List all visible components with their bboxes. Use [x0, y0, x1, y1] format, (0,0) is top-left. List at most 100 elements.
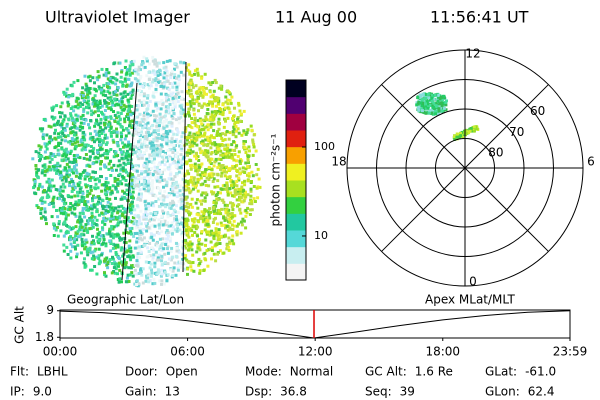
- image-pixel: [104, 180, 108, 184]
- image-pixel: [206, 223, 209, 227]
- image-pixel: [236, 116, 240, 119]
- image-pixel: [65, 162, 69, 166]
- image-pixel: [244, 151, 248, 154]
- image-pixel: [38, 147, 42, 151]
- aurora-pixel: [417, 108, 421, 112]
- image-pixel: [104, 156, 108, 160]
- image-pixel: [123, 117, 127, 121]
- image-pixel: [71, 187, 75, 191]
- image-pixel: [112, 266, 116, 270]
- image-pixel: [90, 211, 94, 215]
- image-pixel: [76, 182, 80, 186]
- image-pixel: [76, 194, 80, 198]
- image-pixel: [94, 247, 98, 251]
- image-pixel: [160, 282, 163, 286]
- image-pixel: [88, 179, 92, 182]
- image-pixel: [178, 144, 182, 148]
- image-pixel: [147, 250, 151, 253]
- image-pixel: [75, 163, 78, 167]
- image-pixel: [217, 147, 221, 151]
- image-pixel: [219, 191, 222, 195]
- image-pixel: [84, 246, 88, 249]
- image-pixel: [247, 172, 251, 176]
- image-pixel: [175, 133, 179, 137]
- image-pixel: [164, 241, 168, 245]
- image-pixel: [160, 81, 164, 85]
- image-pixel: [107, 82, 111, 86]
- image-pixel: [193, 154, 197, 158]
- image-pixel: [139, 74, 143, 78]
- image-pixel: [225, 247, 229, 251]
- colorbar-frame: [285, 79, 307, 281]
- image-pixel: [104, 71, 108, 75]
- image-pixel: [101, 226, 104, 230]
- image-pixel: [143, 243, 147, 247]
- image-pixel: [101, 204, 104, 208]
- image-pixel: [209, 247, 212, 251]
- image-pixel: [75, 136, 79, 140]
- image-pixel: [214, 259, 218, 263]
- image-pixel: [111, 103, 115, 107]
- image-pixel: [138, 85, 142, 89]
- image-pixel: [98, 148, 102, 152]
- image-pixel: [133, 246, 137, 250]
- aurora-pixel: [470, 129, 474, 133]
- image-pixel: [152, 133, 156, 137]
- image-pixel: [88, 246, 92, 250]
- image-pixel: [127, 280, 131, 283]
- image-pixel: [36, 176, 40, 180]
- image-pixel: [86, 253, 90, 257]
- image-pixel: [232, 224, 236, 228]
- image-pixel: [188, 72, 192, 76]
- image-pixel: [102, 259, 106, 263]
- image-pixel: [222, 166, 225, 170]
- image-pixel: [137, 174, 141, 177]
- image-pixel: [217, 133, 221, 137]
- image-pixel: [202, 92, 206, 96]
- image-pixel: [188, 79, 192, 83]
- image-pixel: [120, 204, 124, 208]
- aurora-pixel: [416, 102, 420, 106]
- image-pixel: [175, 241, 178, 245]
- image-pixel: [231, 228, 235, 231]
- image-pixel: [179, 153, 183, 157]
- image-pixel: [186, 182, 190, 185]
- image-pixel: [104, 126, 108, 130]
- image-pixel: [155, 258, 159, 262]
- image-pixel: [230, 194, 234, 198]
- image-pixel: [127, 131, 131, 135]
- image-pixel: [100, 211, 104, 215]
- image-pixel: [207, 178, 211, 181]
- image-pixel: [235, 184, 239, 188]
- image-pixel: [225, 130, 229, 133]
- image-pixel: [132, 271, 136, 275]
- image-pixel: [88, 207, 92, 211]
- image-pixel: [196, 177, 200, 181]
- image-pixel: [175, 195, 179, 199]
- image-pixel: [137, 240, 141, 243]
- image-pixel: [158, 226, 161, 230]
- image-pixel: [110, 166, 114, 170]
- image-pixel: [152, 91, 156, 95]
- image-pixel: [233, 122, 237, 126]
- image-pixel: [98, 125, 102, 129]
- image-pixel: [139, 150, 143, 154]
- image-pixel: [162, 282, 166, 286]
- image-pixel: [225, 203, 229, 207]
- image-pixel: [258, 185, 262, 189]
- image-pixel: [137, 177, 140, 181]
- image-pixel: [220, 207, 224, 211]
- image-pixel: [185, 184, 189, 188]
- image-pixel: [37, 184, 41, 188]
- image-pixel: [156, 268, 160, 272]
- image-pixel: [75, 96, 79, 100]
- image-pixel: [106, 115, 110, 119]
- image-pixel: [107, 71, 111, 75]
- image-pixel: [210, 115, 214, 119]
- image-pixel: [120, 133, 124, 136]
- image-pixel: [241, 170, 245, 174]
- image-pixel: [150, 184, 154, 187]
- image-pixel: [238, 192, 242, 196]
- image-pixel: [216, 185, 220, 189]
- image-pixel: [178, 184, 182, 188]
